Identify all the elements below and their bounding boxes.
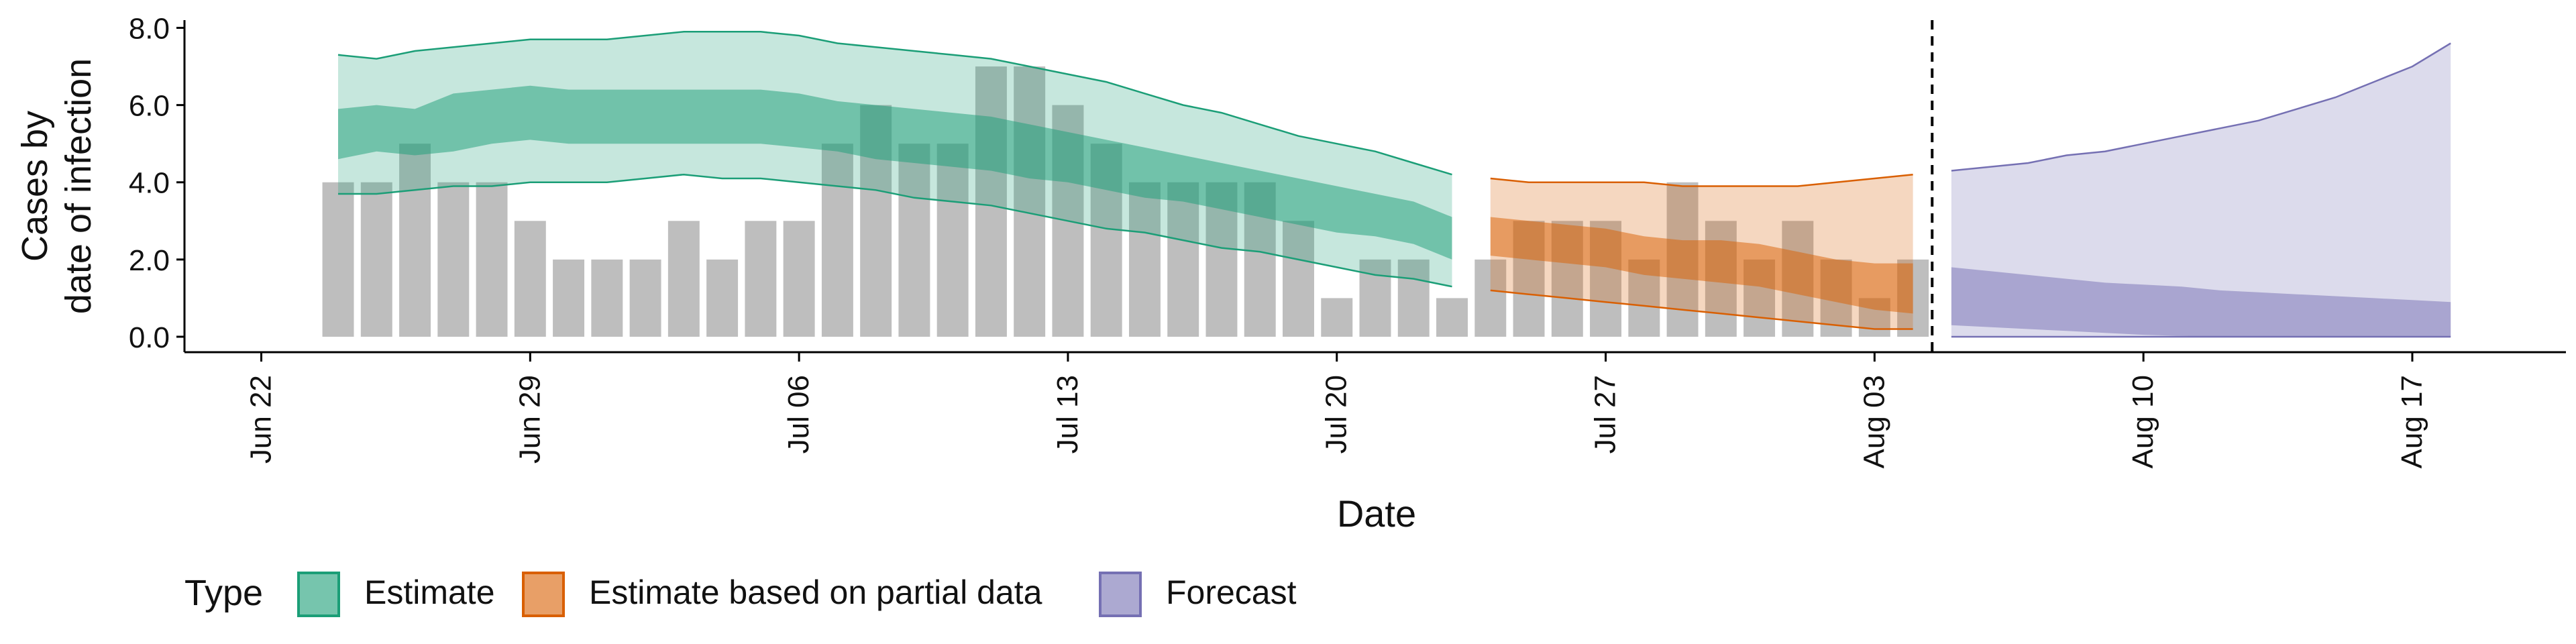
case-bar (898, 144, 930, 337)
legend-label-forecast: Forecast (1166, 574, 1297, 611)
case-bar (706, 259, 739, 337)
case-bar (1397, 259, 1430, 337)
y-tick-label: 6.0 (129, 90, 170, 123)
estimate-based-on-partial-data-lower-line (1490, 289, 1913, 330)
legend-label-estimate-based-on-partial-data: Estimate based on partial data (589, 574, 1042, 611)
bands-layer (337, 31, 2451, 338)
x-tick-label: Aug 10 (2127, 375, 2159, 468)
x-tick-label: Jul 13 (1051, 375, 1084, 453)
y-axis-title-line-2: date of infection (58, 58, 99, 314)
case-bar (821, 144, 853, 337)
case-bar (1283, 221, 1314, 337)
legend: Type Estimate Estimate based on partial da… (184, 572, 1297, 617)
case-bar (360, 182, 392, 337)
estimate-50-band (338, 85, 1452, 260)
case-bar (553, 259, 585, 337)
x-axis-title: Date (1337, 492, 1416, 535)
case-bar (745, 221, 777, 337)
case-bar (1436, 298, 1468, 337)
axes-layer: 0.0 2.0 4.0 6.0 8.0 Jun 22 Jun 29 Jul 06 Jul 13 J… (129, 13, 2566, 468)
y-tick-label: 2.0 (129, 244, 170, 277)
x-tick-label: Jul 20 (1320, 375, 1353, 453)
case-bar (936, 144, 969, 337)
estimate-based-on-partial-data-upper-line (1490, 173, 1913, 187)
case-bar (783, 221, 815, 337)
estimate-upper-line (337, 31, 1452, 176)
estimate-lower-line (338, 173, 1452, 288)
case-bar (1014, 66, 1046, 337)
legend-label-estimate: Estimate (364, 574, 495, 611)
case-bar (1321, 298, 1353, 337)
x-tick-label: Jul 27 (1589, 375, 1622, 453)
case-bar (322, 182, 354, 337)
case-bar (1128, 182, 1161, 337)
legend-title: Type (184, 573, 263, 613)
case-bar (629, 259, 661, 337)
y-axis-title-line-1: Cases by (15, 111, 55, 262)
x-tick-label: Jun 29 (513, 375, 546, 464)
case-bar (975, 66, 1007, 337)
estimate-based-on-partial-data-50-band (1490, 217, 1913, 314)
x-tick-label: Jul 06 (782, 375, 815, 453)
forecast-upper-line (1951, 42, 2451, 172)
case-bar (1474, 259, 1507, 337)
y-tick-label: 4.0 (129, 167, 170, 200)
case-bar (591, 259, 623, 337)
x-tick-label: Jun 22 (245, 375, 278, 464)
case-bar (1167, 182, 1199, 337)
legend-key-estimate (297, 572, 340, 617)
y-tick-label: 8.0 (129, 13, 170, 46)
case-bar (476, 182, 508, 337)
legend-key-estimate-based-on-partial-data (522, 572, 565, 617)
y-tick-label: 0.0 (129, 321, 170, 354)
case-bar (437, 182, 470, 337)
x-tick-label: Aug 17 (2396, 375, 2428, 468)
case-bar (514, 221, 546, 337)
legend-key-forecast (1099, 572, 1142, 617)
case-bar (667, 221, 700, 337)
forecast-50-band (1951, 267, 2451, 337)
x-tick-label: Aug 03 (1858, 375, 1890, 468)
forecast-90-band (1951, 43, 2451, 337)
case-bar (399, 144, 431, 337)
